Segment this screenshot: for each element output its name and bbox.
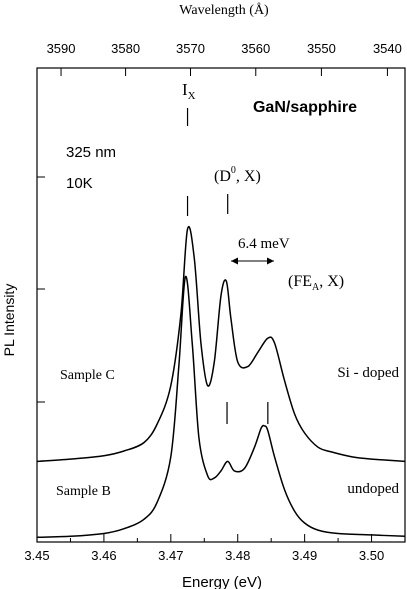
plot-frame	[36, 67, 406, 543]
y-axis-ticks	[37, 176, 45, 403]
y-axis-title: PL Intensity	[1, 284, 17, 357]
series-line-sample-b	[36, 275, 406, 539]
series-label-sample-b: Sample B	[56, 484, 111, 499]
excitation-label: 325 nm	[66, 144, 116, 161]
top-tick-label: 3560	[241, 41, 270, 56]
peak-fex-label: (FEA, X)	[288, 273, 344, 293]
top-tick-label: 3540	[373, 41, 402, 56]
x-axis-ticks: 3.45 3.46 3.47 3.48 3.49 3.50	[24, 534, 406, 563]
top-axis-title: Wavelength (Å)	[179, 2, 269, 18]
series-line-sample-c	[36, 226, 406, 463]
splitting-arrow-right-head	[267, 257, 274, 265]
x-tick-label: 3.46	[91, 548, 116, 563]
series-label-sample-c: Sample C	[60, 368, 115, 383]
x-tick-label: 3.48	[225, 548, 250, 563]
top-tick-label: 3550	[307, 41, 336, 56]
splitting-arrow-left-head	[231, 257, 238, 265]
top-tick-label: 3590	[47, 41, 76, 56]
x-tick-label: 3.50	[359, 548, 384, 563]
series-right-label-sample-b: undoped	[347, 481, 399, 497]
peak-markers	[186, 108, 269, 424]
splitting-label: 6.4 meV	[238, 236, 290, 252]
x-tick-label: 3.45	[24, 548, 49, 563]
top-axis-ticks: 3590 3580 3570 3560 3550 3540	[47, 41, 402, 76]
peak-ix-label: IX	[182, 80, 196, 102]
series-right-label-sample-c: Si - doped	[337, 365, 399, 381]
x-axis-title: Energy (eV)	[182, 574, 262, 589]
top-tick-label: 3570	[176, 41, 205, 56]
splitting-arrow	[231, 257, 274, 265]
peak-d0x-label: (D0, X)	[214, 165, 261, 185]
x-tick-label: 3.49	[292, 548, 317, 563]
temperature-label: 10K	[66, 175, 93, 192]
x-tick-label: 3.47	[158, 548, 183, 563]
series-layer	[36, 226, 406, 539]
top-tick-label: 3580	[111, 41, 140, 56]
sample-title: GaN/sapphire	[253, 99, 357, 116]
